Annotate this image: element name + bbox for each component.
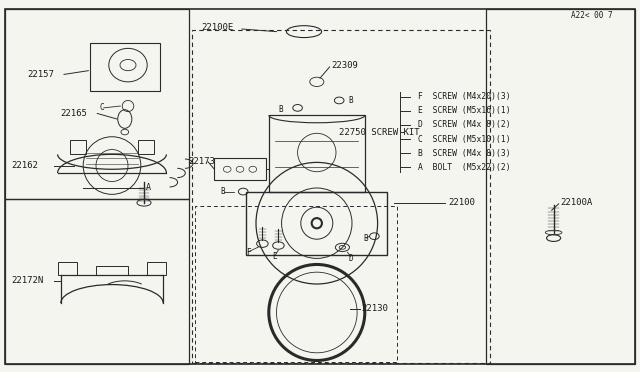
Bar (147, 262, 166, 275)
Text: A22< 00 7: A22< 00 7 (572, 11, 613, 20)
Text: F  SCREW (M4x20)(3): F SCREW (M4x20)(3) (418, 92, 511, 101)
Text: 22162: 22162 (12, 161, 38, 170)
Text: 22130: 22130 (362, 304, 388, 313)
Text: 22100E: 22100E (202, 23, 234, 32)
Bar (58, 262, 77, 275)
Bar (138, 140, 154, 154)
Text: 22172N: 22172N (12, 276, 44, 285)
Bar (486, 9, 635, 364)
Text: C  SCREW (M5x10)(1): C SCREW (M5x10)(1) (418, 135, 511, 144)
Text: A  BOLT  (M5x22)(2): A BOLT (M5x22)(2) (418, 163, 511, 172)
Bar (246, 192, 387, 255)
Text: 22165: 22165 (61, 109, 88, 118)
Bar (269, 115, 365, 192)
Bar (96, 266, 128, 275)
Text: B: B (221, 187, 225, 196)
Bar (5, 9, 189, 199)
Bar (70, 140, 86, 154)
Text: F: F (246, 248, 251, 257)
Text: B: B (278, 105, 283, 114)
Text: B  SCREW (M4x 8)(3): B SCREW (M4x 8)(3) (418, 149, 511, 158)
Text: 22750 SCREW KIT: 22750 SCREW KIT (339, 128, 420, 137)
Text: 22309: 22309 (332, 61, 358, 70)
Text: D  SCREW (M4x 8)(2): D SCREW (M4x 8)(2) (418, 121, 511, 129)
Bar (192, 30, 490, 363)
Bar (5, 199, 189, 364)
Text: 22100A: 22100A (560, 198, 592, 207)
Bar (90, 43, 160, 91)
Text: A: A (146, 183, 151, 192)
Text: E: E (272, 252, 276, 261)
Text: B: B (349, 96, 353, 105)
Text: D: D (349, 254, 353, 263)
Bar (195, 206, 397, 362)
Text: 22173: 22173 (189, 157, 216, 166)
Text: 22100: 22100 (448, 198, 475, 207)
Text: E  SCREW (M5x16)(1): E SCREW (M5x16)(1) (418, 106, 511, 115)
Bar (214, 158, 266, 180)
Text: 22157: 22157 (28, 70, 54, 79)
Text: B: B (364, 234, 368, 243)
Text: C: C (99, 103, 104, 112)
